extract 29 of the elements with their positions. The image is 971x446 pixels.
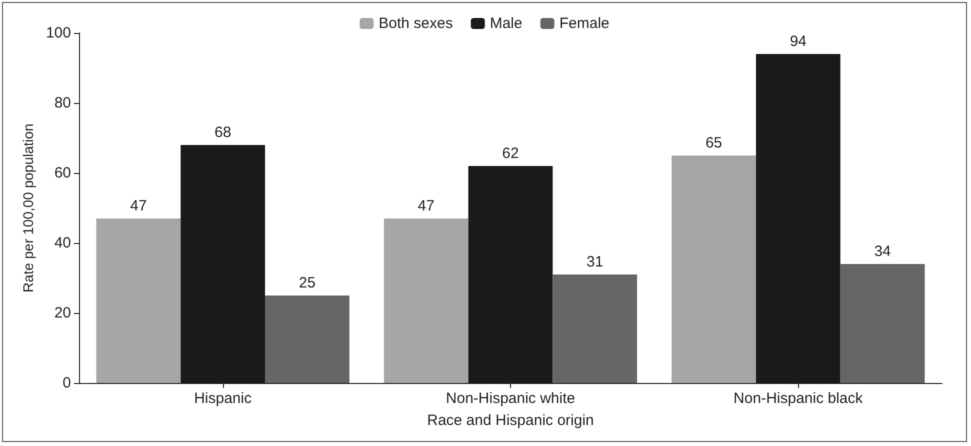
x-axis-title: Race and Hispanic origin bbox=[427, 412, 594, 429]
bar bbox=[840, 264, 925, 383]
data-label: 34 bbox=[874, 243, 891, 260]
bar bbox=[552, 274, 638, 383]
x-tick-label: Non-Hispanic black bbox=[734, 390, 864, 407]
y-tick-label: 0 bbox=[62, 374, 71, 392]
y-tick-label: 80 bbox=[54, 94, 71, 112]
data-label: 31 bbox=[586, 254, 604, 270]
data-label: 65 bbox=[705, 134, 722, 152]
y-tick-label: 100 bbox=[46, 24, 71, 42]
y-tick-label: 20 bbox=[54, 304, 71, 322]
bar bbox=[96, 218, 181, 383]
x-tick-label: Hispanic bbox=[194, 390, 252, 407]
data-label: 47 bbox=[130, 198, 147, 214]
y-axis-title: Rate per 100,00 population bbox=[20, 124, 36, 292]
y-tick-label: 60 bbox=[54, 164, 71, 182]
bar bbox=[384, 218, 468, 383]
data-label: 25 bbox=[298, 274, 316, 292]
legend-label: Male bbox=[490, 15, 522, 32]
data-label: 94 bbox=[790, 33, 807, 50]
legend-label: Both sexes bbox=[378, 15, 453, 32]
data-label: 62 bbox=[502, 145, 519, 162]
bar bbox=[672, 156, 756, 383]
legend-label: Female bbox=[559, 15, 610, 32]
bar bbox=[265, 296, 350, 383]
data-label: 68 bbox=[214, 124, 232, 141]
data-label: 47 bbox=[418, 198, 434, 214]
y-tick-label: 40 bbox=[54, 234, 71, 252]
x-tick-label: Non-Hispanic white bbox=[446, 390, 576, 407]
